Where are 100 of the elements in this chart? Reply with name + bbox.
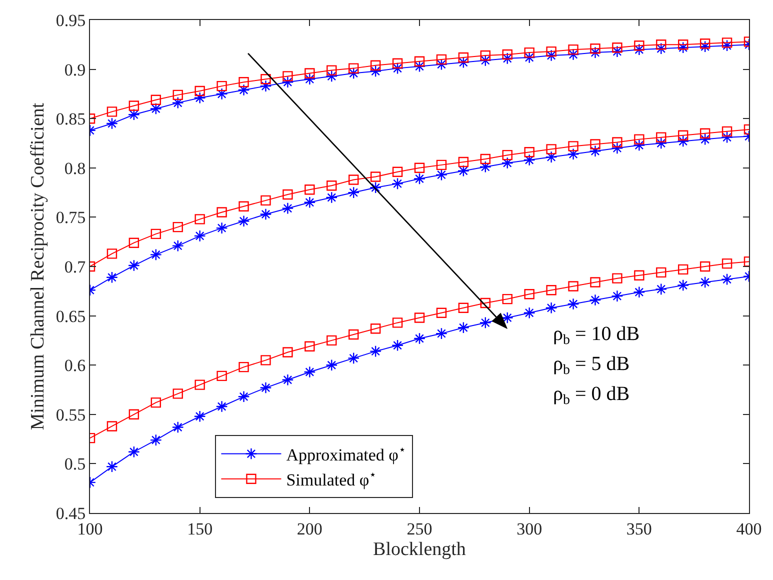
point bbox=[677, 279, 690, 292]
point bbox=[479, 316, 492, 329]
annotation: ρ$_{b}$ = 0 dB bbox=[553, 383, 630, 408]
point bbox=[238, 215, 250, 228]
y-tick-label: 0.85 bbox=[56, 110, 86, 129]
point bbox=[128, 108, 140, 121]
point bbox=[567, 298, 580, 310]
y-tick-label: 0.65 bbox=[56, 306, 86, 326]
point bbox=[304, 68, 315, 78]
point bbox=[238, 201, 249, 212]
point bbox=[326, 359, 338, 372]
x-axis-title: Blocklength bbox=[373, 539, 466, 560]
point bbox=[502, 150, 512, 160]
annotation: ρ$_{b}$ = 5 dB bbox=[553, 353, 630, 378]
point bbox=[216, 207, 227, 218]
point bbox=[194, 86, 205, 96]
point bbox=[150, 228, 161, 240]
point bbox=[326, 335, 337, 346]
point bbox=[370, 65, 382, 78]
point bbox=[106, 118, 118, 130]
point bbox=[260, 74, 271, 84]
point bbox=[150, 397, 161, 408]
point bbox=[656, 267, 666, 278]
point bbox=[392, 318, 403, 328]
point bbox=[611, 46, 624, 58]
point bbox=[150, 102, 162, 115]
point bbox=[722, 258, 732, 269]
point bbox=[194, 380, 205, 390]
point bbox=[414, 56, 425, 67]
point bbox=[304, 73, 316, 86]
y-tick-label: 0.55 bbox=[56, 405, 86, 424]
point bbox=[590, 43, 600, 54]
point bbox=[106, 421, 118, 432]
point bbox=[568, 281, 578, 292]
point bbox=[260, 355, 271, 366]
point bbox=[348, 67, 360, 80]
point bbox=[260, 208, 272, 220]
point bbox=[392, 62, 404, 74]
point bbox=[611, 142, 624, 154]
point bbox=[348, 174, 359, 185]
point bbox=[721, 131, 734, 144]
annotation: ρ$_{b}$ = 10 dB bbox=[553, 323, 640, 348]
point bbox=[524, 147, 534, 158]
point bbox=[656, 40, 666, 50]
y-tick-label: 0.5 bbox=[64, 454, 86, 474]
point bbox=[479, 54, 492, 66]
point bbox=[282, 189, 293, 200]
point bbox=[633, 139, 646, 152]
point bbox=[435, 328, 448, 340]
point bbox=[414, 312, 425, 323]
point bbox=[722, 38, 732, 48]
point bbox=[546, 144, 556, 154]
point bbox=[260, 382, 272, 394]
point bbox=[172, 222, 183, 232]
x-tick-label: 150 bbox=[187, 519, 213, 538]
point bbox=[678, 130, 688, 140]
point bbox=[655, 137, 668, 150]
y-tick-label: 0.7 bbox=[64, 257, 86, 276]
point bbox=[545, 302, 558, 314]
point bbox=[260, 195, 271, 206]
point bbox=[304, 196, 316, 208]
point bbox=[678, 264, 688, 275]
point bbox=[326, 70, 338, 82]
point bbox=[282, 374, 294, 386]
point bbox=[260, 80, 272, 92]
point bbox=[106, 248, 118, 259]
point bbox=[722, 126, 732, 137]
point bbox=[172, 90, 183, 100]
point bbox=[568, 44, 578, 55]
point bbox=[348, 329, 359, 340]
point bbox=[501, 52, 514, 64]
point bbox=[194, 92, 206, 104]
point bbox=[567, 148, 580, 160]
point bbox=[150, 94, 161, 105]
point bbox=[546, 46, 556, 57]
point bbox=[458, 302, 469, 314]
x-tick-label: 400 bbox=[736, 519, 762, 538]
point bbox=[546, 285, 556, 296]
point bbox=[502, 294, 512, 304]
point bbox=[545, 151, 558, 164]
point bbox=[721, 273, 734, 286]
point bbox=[172, 421, 184, 434]
point bbox=[194, 410, 206, 422]
point bbox=[172, 240, 184, 252]
point bbox=[370, 345, 382, 358]
point bbox=[677, 42, 690, 54]
point bbox=[480, 298, 490, 308]
y-axis-title: Minimum Channel Reciprocity Coefficient bbox=[28, 102, 49, 430]
point bbox=[304, 184, 315, 195]
point bbox=[216, 88, 228, 100]
point bbox=[567, 48, 580, 61]
point bbox=[216, 400, 228, 413]
point bbox=[700, 128, 710, 138]
point bbox=[106, 106, 118, 117]
y-tick-label: 0.75 bbox=[56, 208, 86, 228]
point bbox=[370, 324, 381, 334]
point bbox=[392, 166, 403, 177]
point bbox=[304, 341, 315, 352]
point bbox=[677, 135, 690, 148]
point bbox=[326, 65, 337, 76]
